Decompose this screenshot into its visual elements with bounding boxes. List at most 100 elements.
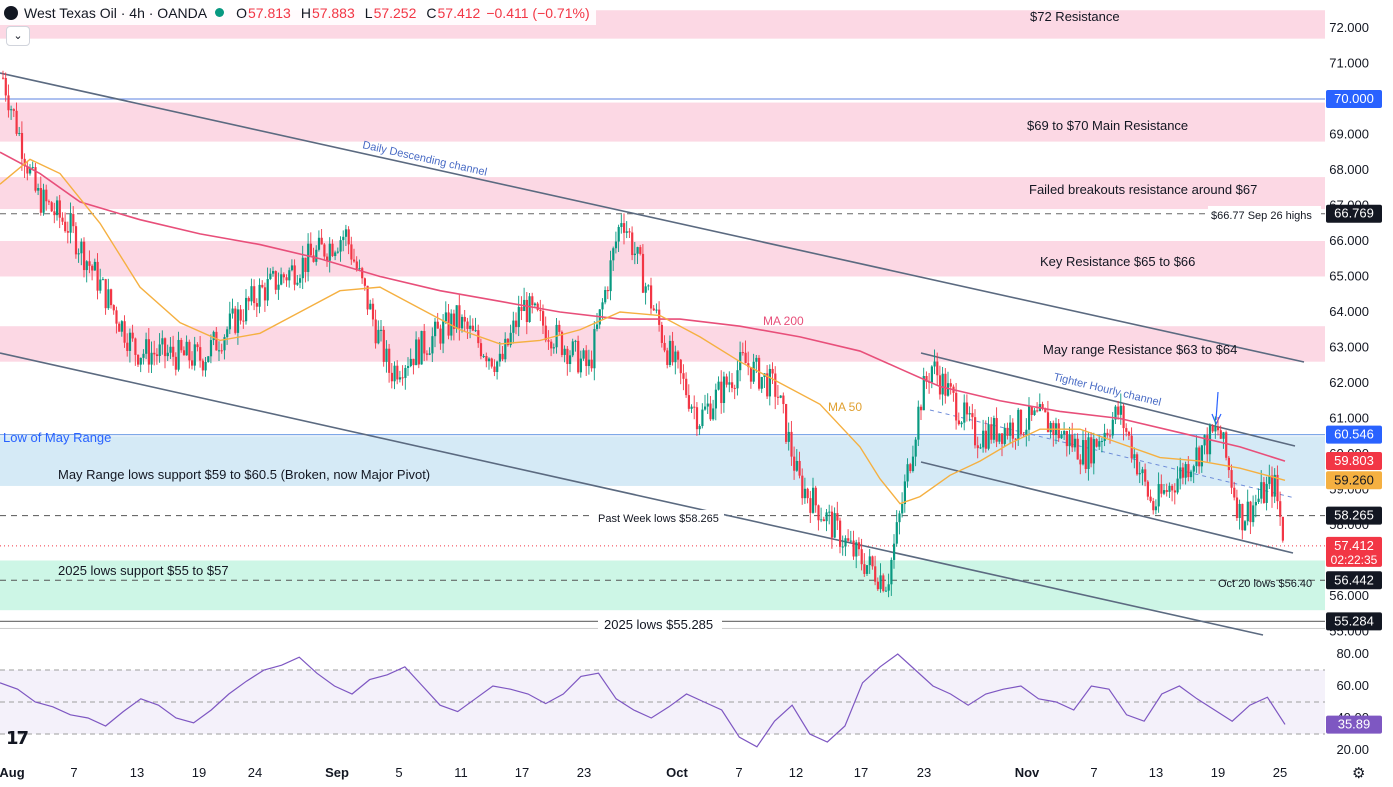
candle-body bbox=[706, 403, 709, 407]
price-tick: 71.000 bbox=[1329, 56, 1369, 71]
tradingview-logo[interactable]: 17 bbox=[6, 728, 29, 749]
candle-body bbox=[515, 320, 518, 328]
candle-body bbox=[866, 565, 869, 574]
gear-icon[interactable]: ⚙ bbox=[1352, 765, 1366, 782]
candle-body bbox=[671, 340, 674, 363]
price-marker bbox=[1326, 90, 1382, 108]
candle-body bbox=[955, 392, 958, 421]
candle-body bbox=[825, 512, 828, 522]
candle-body bbox=[355, 261, 358, 269]
price-tick: 62.000 bbox=[1329, 375, 1369, 390]
candle-body bbox=[628, 231, 631, 233]
candle-body bbox=[344, 229, 348, 237]
candle-body bbox=[1079, 459, 1082, 465]
candle-body bbox=[623, 223, 626, 233]
candle-body bbox=[1246, 501, 1249, 522]
candle-body bbox=[965, 402, 969, 415]
countdown-label: 02:22:35 bbox=[1331, 553, 1378, 567]
chevron-down-icon[interactable]: ⌄ bbox=[6, 26, 30, 46]
candle-body bbox=[431, 336, 434, 354]
symbol-title[interactable]: West Texas Oil · 4h · OANDA bbox=[24, 4, 208, 21]
candle-body bbox=[4, 78, 7, 96]
candle-body bbox=[776, 396, 780, 398]
candle-body bbox=[1281, 516, 1284, 541]
candle-body bbox=[185, 341, 188, 356]
candle-body bbox=[793, 456, 796, 471]
label-low-may-range: Low of May Range bbox=[3, 430, 111, 445]
candle-body bbox=[434, 321, 437, 337]
candle-body bbox=[253, 286, 256, 304]
rsi-tick: 20.00 bbox=[1336, 742, 1369, 757]
candle-body bbox=[282, 274, 285, 278]
candle-body bbox=[223, 337, 226, 351]
candle-body bbox=[569, 355, 572, 365]
candle-body bbox=[1190, 471, 1193, 478]
price-marker bbox=[1326, 471, 1382, 490]
candle-body bbox=[115, 310, 118, 324]
price-marker-label: 57.412 bbox=[1334, 538, 1374, 553]
candle-body bbox=[1044, 408, 1047, 413]
candle-body bbox=[914, 439, 917, 457]
candle-body bbox=[1225, 432, 1228, 458]
candle-body bbox=[69, 214, 72, 233]
candle-body bbox=[53, 211, 56, 216]
candle-body bbox=[1133, 454, 1136, 459]
candle-body bbox=[247, 297, 250, 302]
label-past-week-lows: Past Week lows $58.265 bbox=[598, 513, 719, 525]
candle-body bbox=[614, 241, 618, 249]
candle-body bbox=[690, 406, 693, 409]
candle-body bbox=[1160, 484, 1163, 494]
candle-body bbox=[85, 261, 88, 271]
candle-body bbox=[560, 331, 564, 355]
candle-body bbox=[161, 338, 164, 345]
candle-body bbox=[293, 265, 296, 285]
high-value: 57.883 bbox=[311, 4, 355, 21]
candle-body bbox=[774, 373, 777, 397]
candle-body bbox=[1252, 505, 1255, 523]
candle-body bbox=[617, 226, 620, 242]
candle-body bbox=[209, 340, 213, 357]
open-value: 57.813 bbox=[247, 4, 291, 21]
candle-body bbox=[920, 406, 923, 411]
candle-body bbox=[193, 344, 196, 366]
candle-body bbox=[1046, 412, 1050, 433]
candle-body bbox=[817, 505, 820, 521]
price-marker-label: 66.769 bbox=[1334, 206, 1374, 221]
candle-body bbox=[1057, 423, 1060, 439]
candle-body bbox=[906, 464, 909, 482]
candle-body bbox=[442, 321, 445, 344]
candle-body bbox=[1249, 501, 1252, 523]
candle-body bbox=[1279, 501, 1282, 517]
candle-body bbox=[1200, 445, 1203, 467]
candle-body bbox=[479, 343, 483, 357]
price-tick: 65.000 bbox=[1329, 269, 1369, 284]
candle-body bbox=[663, 342, 666, 351]
candle-body bbox=[1119, 405, 1122, 415]
price-marker-label: 56.442 bbox=[1334, 572, 1374, 587]
candle-body bbox=[363, 278, 366, 286]
candle-body bbox=[339, 240, 342, 252]
price-tick: 66.000 bbox=[1329, 233, 1369, 248]
candles-layer bbox=[2, 70, 1284, 598]
candle-body bbox=[930, 366, 933, 383]
candle-body bbox=[1028, 406, 1031, 430]
candle-body bbox=[77, 253, 80, 255]
candle-body bbox=[220, 350, 223, 352]
candle-body bbox=[20, 133, 24, 159]
candle-body bbox=[1238, 503, 1241, 519]
candle-body bbox=[982, 430, 985, 448]
candle-body bbox=[679, 359, 682, 374]
resistance-zone-3 bbox=[0, 241, 1325, 277]
candle-body bbox=[525, 299, 528, 323]
candle-body bbox=[177, 339, 180, 370]
candle-body bbox=[1100, 440, 1104, 442]
symbol-header[interactable]: West Texas Oil · 4h · OANDA O 57.813 H 57.… bbox=[0, 0, 596, 25]
candle-body bbox=[1230, 470, 1233, 488]
candle-body bbox=[425, 353, 429, 355]
candle-body bbox=[571, 341, 574, 356]
label-67-resistance: Failed breakouts resistance around $67 bbox=[1029, 182, 1257, 197]
candle-body bbox=[34, 167, 37, 191]
rsi-marker bbox=[1326, 715, 1382, 734]
